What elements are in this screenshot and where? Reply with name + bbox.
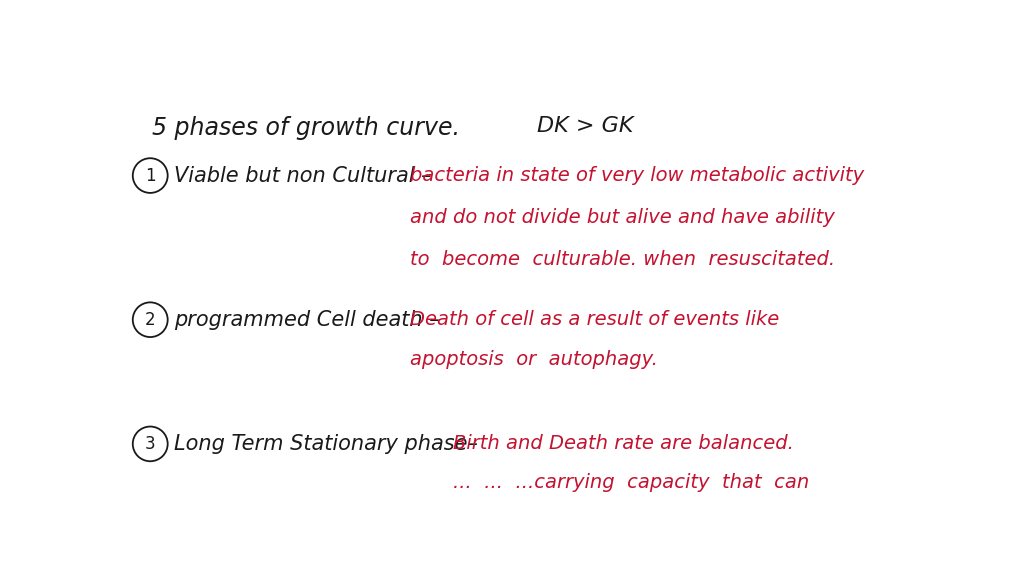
Text: and do not divide but alive and have ability: and do not divide but alive and have abi… <box>410 208 835 227</box>
Text: to  become  culturable. when  resuscitated.: to become culturable. when resuscitated. <box>410 251 835 270</box>
Text: ...  ...  ...carrying  capacity  that  can: ... ... ...carrying capacity that can <box>454 473 810 492</box>
Text: programmed Cell death –: programmed Cell death – <box>174 310 439 329</box>
Text: bacteria in state of very low metabolic activity: bacteria in state of very low metabolic … <box>410 166 864 185</box>
Text: Death of cell as a result of events like: Death of cell as a result of events like <box>410 310 779 329</box>
Text: apoptosis  or  autophagy.: apoptosis or autophagy. <box>410 350 657 369</box>
Text: 2: 2 <box>145 310 156 329</box>
Text: DK > GK: DK > GK <box>537 116 633 136</box>
Text: 5 phases of growth curve.: 5 phases of growth curve. <box>152 116 460 140</box>
Text: Viable but non Cultural –: Viable but non Cultural – <box>174 165 432 185</box>
Text: 3: 3 <box>145 435 156 453</box>
Text: 1: 1 <box>145 166 156 184</box>
Text: Long Term Stationary phase–: Long Term Stationary phase– <box>174 434 478 454</box>
Text: Birth and Death rate are balanced.: Birth and Death rate are balanced. <box>454 434 795 453</box>
